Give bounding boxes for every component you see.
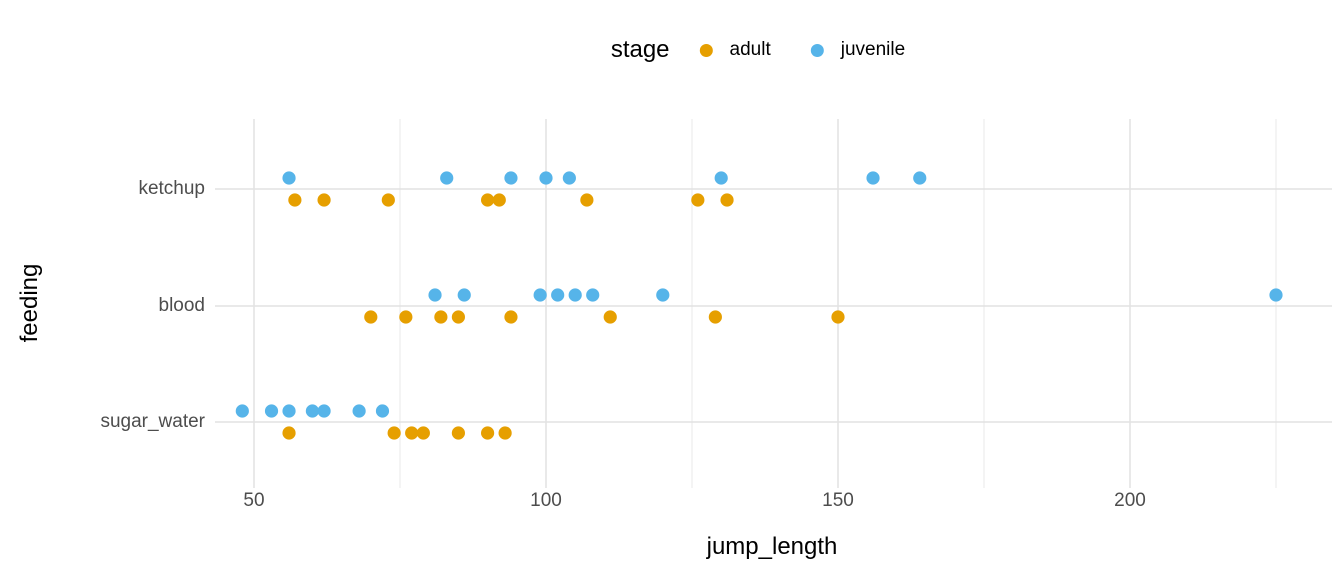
data-point-sugar_water-adult [282,426,296,440]
data-point-blood-adult [708,310,722,324]
data-point-ketchup-juvenile [504,171,518,185]
x-tick-label-100: 100 [530,490,562,511]
data-point-blood-adult [364,310,378,324]
data-point-ketchup-adult [481,193,495,207]
x-axis-title: jump_length [706,533,838,560]
y-tick-label-ketchup: ketchup [138,178,205,199]
legend-dot-juvenile [810,43,824,57]
x-tick-label-50: 50 [243,490,265,511]
data-point-ketchup-adult [381,193,395,207]
data-point-blood-juvenile [457,288,471,302]
data-point-ketchup-adult [492,193,506,207]
data-point-ketchup-juvenile [440,171,454,185]
x-tick-label-200: 200 [1114,490,1146,511]
data-point-blood-adult [603,310,617,324]
data-point-blood-juvenile [1269,288,1283,302]
data-point-blood-adult [434,310,448,324]
data-point-ketchup-adult [691,193,705,207]
data-point-blood-adult [399,310,413,324]
x-tick-label-150: 150 [822,490,854,511]
data-point-sugar_water-juvenile [352,404,366,418]
data-point-ketchup-juvenile [913,171,927,185]
data-point-sugar_water-juvenile [264,404,279,418]
legend-items: adult juvenile [699,39,906,61]
data-point-blood-juvenile [533,288,547,302]
data-point-sugar_water-juvenile [317,404,331,418]
data-point-blood-adult [504,310,518,324]
data-point-ketchup-adult [580,193,594,207]
legend-label-adult: adult [729,39,771,60]
data-point-ketchup-juvenile [539,171,553,185]
data-point-blood-adult [451,310,465,324]
data-point-sugar_water-adult [481,426,495,440]
data-point-ketchup-juvenile [714,171,728,185]
data-point-ketchup-juvenile [562,171,576,185]
data-point-blood-adult [831,310,845,324]
legend-title: stage [610,36,670,63]
data-point-blood-juvenile [568,288,582,302]
data-point-sugar_water-adult [451,426,465,440]
data-point-sugar_water-adult [498,426,512,440]
data-point-sugar_water-adult [387,426,401,440]
data-point-sugar_water-juvenile [305,404,319,418]
data-point-sugar_water-juvenile [235,404,249,418]
data-point-blood-juvenile [428,288,442,302]
legend-item-juvenile: juvenile [810,39,906,61]
data-point-blood-juvenile [551,288,565,302]
legend-label-juvenile: juvenile [840,39,906,60]
data-point-sugar_water-adult [416,426,430,440]
legend-item-adult: adult [699,39,771,61]
data-point-ketchup-adult [317,193,331,207]
data-point-blood-juvenile [656,288,670,302]
data-point-ketchup-adult [288,193,302,207]
data-point-sugar_water-juvenile [282,404,296,418]
data-point-ketchup-juvenile [282,171,296,185]
data-point-sugar_water-juvenile [375,404,390,418]
legend-dot-adult [699,43,713,57]
data-point-ketchup-juvenile [866,171,880,185]
y-tick-label-blood: blood [158,295,206,316]
y-tick-label-sugar_water: sugar_water [100,411,205,432]
data-point-sugar_water-adult [405,426,419,440]
data-point-blood-juvenile [586,288,600,302]
legend: stage adult juvenile [611,36,905,64]
data-point-ketchup-adult [720,193,734,207]
